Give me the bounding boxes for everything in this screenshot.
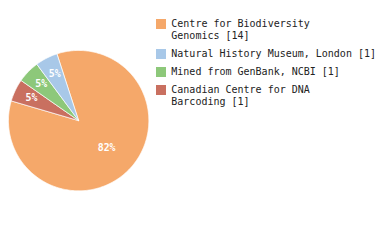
html-text:Natural History Museum, London: Natural History Museum, London [1] <box>171 48 376 59</box>
svg-text:5%: 5% <box>35 78 47 89</box>
html-text:Mined from GenBank, NCBI [1]: Mined from GenBank, NCBI [1] <box>171 66 340 77</box>
html-text:Centre for Biodiversity Genomi: Centre for Biodiversity Genomics [14] <box>171 18 310 41</box>
svg-text:82%: 82% <box>98 142 116 153</box>
svg-text:5%: 5% <box>26 92 38 103</box>
html-text:Canadian Centre for DNA Barcod: Canadian Centre for DNA Barcoding [1] <box>171 84 310 107</box>
svg-text:5%: 5% <box>49 68 61 79</box>
